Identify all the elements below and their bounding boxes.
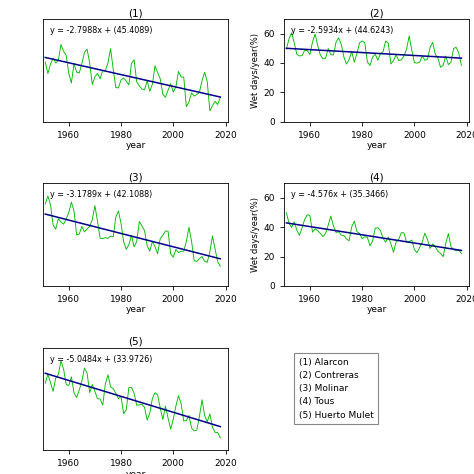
Text: y = -2.7988x + (45.4089): y = -2.7988x + (45.4089) (50, 26, 153, 35)
Title: (3): (3) (128, 173, 143, 182)
X-axis label: year: year (125, 141, 146, 150)
Text: y = -4.576x + (35.3466): y = -4.576x + (35.3466) (291, 191, 389, 200)
Text: y = -2.5934x + (44.6243): y = -2.5934x + (44.6243) (291, 26, 393, 35)
Text: y = -3.1789x + (42.1088): y = -3.1789x + (42.1088) (50, 191, 152, 200)
X-axis label: year: year (125, 470, 146, 474)
Title: (1): (1) (128, 8, 143, 18)
X-axis label: year: year (366, 305, 387, 314)
X-axis label: year: year (366, 141, 387, 150)
Title: (4): (4) (369, 173, 384, 182)
Y-axis label: Wet days/year(%): Wet days/year(%) (252, 197, 261, 272)
Text: (1) Alarcon
(2) Contreras
(3) Molinar
(4) Tous
(5) Huerto Mulet: (1) Alarcon (2) Contreras (3) Molinar (4… (299, 358, 374, 419)
Title: (5): (5) (128, 337, 143, 347)
Title: (2): (2) (369, 8, 384, 18)
X-axis label: year: year (125, 305, 146, 314)
Y-axis label: Wet days/year(%): Wet days/year(%) (252, 33, 261, 108)
Text: y = -5.0484x + (33.9726): y = -5.0484x + (33.9726) (50, 355, 153, 364)
